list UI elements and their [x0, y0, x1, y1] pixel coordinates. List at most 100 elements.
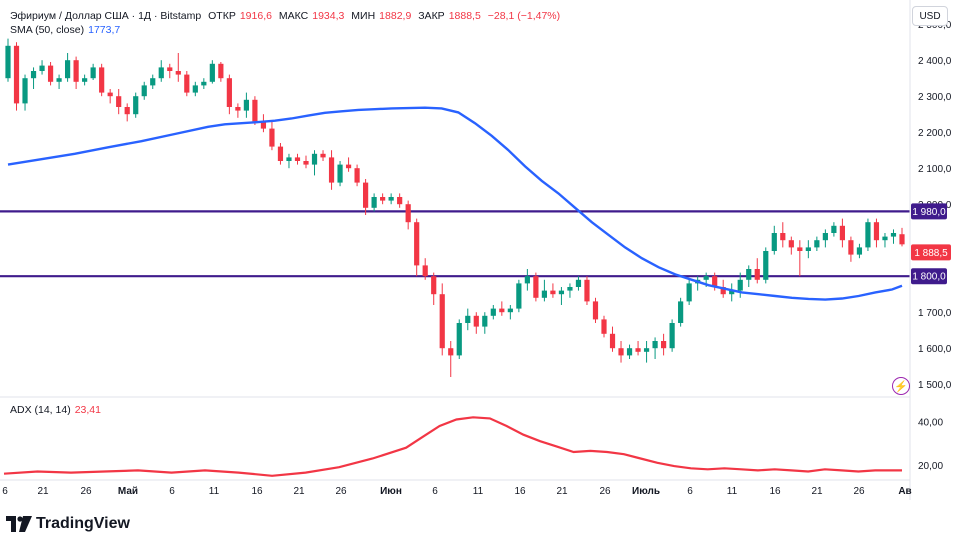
lightning-icon[interactable]: ⚡: [892, 377, 910, 395]
candle-body: [405, 204, 411, 223]
adx-tick-label: 40,00: [918, 418, 943, 429]
candle-body: [388, 197, 394, 201]
candle-body: [618, 348, 624, 356]
time-tick-label: 26: [335, 486, 347, 497]
sma-legend[interactable]: SMA (50, close) 1773,7: [10, 24, 124, 36]
adx-legend[interactable]: ADX (14, 14) 23,41: [10, 404, 105, 416]
candle-body: [30, 71, 37, 79]
adx-label: ADX (14, 14): [10, 404, 71, 416]
candle-body: [737, 279, 743, 291]
candle-body: [524, 276, 530, 284]
time-tick-label: 6: [687, 486, 693, 497]
candle-body: [456, 323, 462, 356]
candle-body: [712, 276, 718, 287]
currency-button[interactable]: USD: [912, 6, 948, 26]
price-tick-label: 2 200,0: [918, 128, 952, 139]
candle-body: [465, 315, 471, 323]
candle-body: [439, 294, 445, 349]
candle-body: [567, 287, 573, 291]
candle-body: [39, 65, 45, 71]
tradingview-icon: [6, 516, 32, 532]
time-tick-label: 21: [37, 486, 49, 497]
time-tick-label: 11: [209, 486, 220, 497]
price-tick-label: 1 600,0: [918, 344, 952, 355]
candle-body: [890, 233, 897, 237]
candle-body: [805, 247, 811, 251]
candle-body: [720, 287, 726, 295]
candle-body: [584, 279, 590, 302]
time-tick-label: Ав: [898, 486, 911, 497]
candle-body: [226, 78, 232, 107]
candle-body: [507, 308, 513, 313]
close-label: ЗАКР: [418, 10, 445, 22]
adx-axis[interactable]: 40,00 20,00: [918, 418, 943, 472]
candle-body: [124, 107, 130, 115]
candle-body: [516, 283, 522, 309]
candle-body: [626, 348, 633, 356]
candle-body: [363, 182, 369, 208]
candle-body: [541, 290, 547, 298]
candle-body: [277, 146, 284, 161]
candle-body: [303, 161, 309, 165]
time-tick-label: 6: [2, 486, 8, 497]
time-tick-label: 11: [473, 486, 484, 497]
symbol-legend[interactable]: Эфириум / Доллар США · 1Д · Bitstamp ОТК…: [10, 10, 564, 22]
candle-body: [448, 348, 454, 356]
time-tick-label: Июль: [632, 486, 660, 497]
time-axis[interactable]: 6 21 26 Май 6 11 16 21 26 Июн 6 11 16 21 26 Июль 6 11 16 21…: [2, 486, 911, 497]
candle-body: [371, 197, 377, 208]
time-tick-label: 16: [769, 486, 781, 497]
candle-body: [73, 60, 79, 82]
candle-body: [652, 341, 658, 349]
candle-body: [746, 269, 752, 280]
candle-body: [797, 247, 803, 251]
candle-body: [167, 67, 173, 71]
candle-body: [218, 63, 224, 79]
candle-body: [235, 107, 241, 111]
adx-tick-label: 20,00: [918, 461, 943, 472]
candle-body: [90, 67, 96, 79]
high-label: МАКС: [278, 10, 309, 22]
time-tick-label: 26: [853, 486, 865, 497]
candle-body: [22, 78, 28, 104]
candle-body: [703, 276, 709, 280]
candle-body: [175, 71, 181, 75]
candles: [5, 38, 905, 377]
candle-body: [678, 301, 684, 323]
time-tick-label: Май: [118, 486, 138, 497]
candle-body: [209, 63, 215, 82]
brand-name: TradingView: [36, 515, 130, 532]
low-label: МИН: [351, 10, 376, 22]
candle-body: [822, 233, 828, 241]
time-tick-label: 26: [599, 486, 611, 497]
candle-body: [669, 323, 675, 349]
candle-body: [729, 290, 735, 295]
candle-body: [99, 67, 105, 93]
candle-body: [337, 164, 343, 183]
candle-body: [601, 319, 607, 334]
candle-body: [499, 308, 505, 313]
candle-body: [65, 60, 71, 79]
candle-body: [184, 74, 190, 93]
adx-line: [3, 416, 902, 477]
candle-body: [831, 225, 837, 233]
candle-body: [814, 240, 820, 248]
adx-value: 23,41: [74, 404, 101, 416]
candle-body: [490, 308, 496, 316]
candle-body: [856, 247, 863, 255]
candle-body: [260, 121, 267, 129]
high-value: 1934,3: [312, 10, 345, 22]
candle-body: [431, 276, 437, 295]
candle-body: [780, 233, 786, 241]
candle-body: [865, 222, 871, 248]
candle-body: [473, 315, 479, 327]
time-tick-label: 21: [811, 486, 823, 497]
candle-body: [609, 333, 616, 349]
candle-body: [116, 96, 122, 107]
time-tick-label: Июн: [380, 486, 402, 497]
candle-body: [107, 92, 113, 97]
candle-body: [643, 348, 650, 352]
last-price-tag: [911, 244, 951, 261]
candle-body: [754, 269, 760, 280]
